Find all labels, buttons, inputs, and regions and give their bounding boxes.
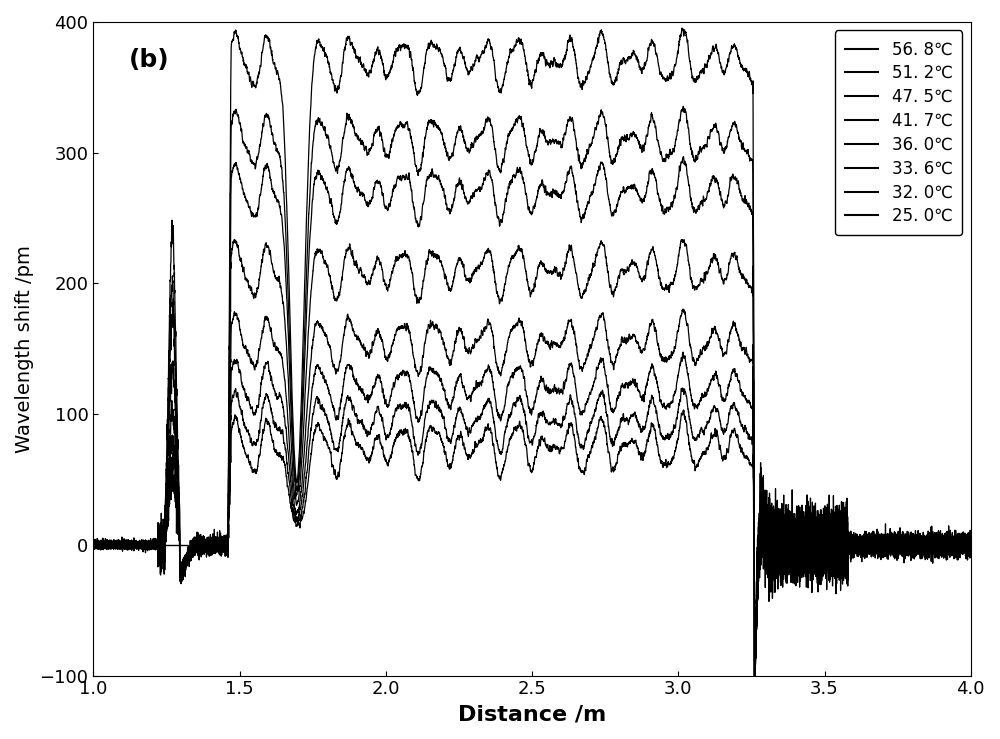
Legend: 56. 8℃, 51. 2℃, 47. 5℃, 41. 7℃, 36. 0℃, 33. 6℃, 32. 0℃, 25. 0℃: 56. 8℃, 51. 2℃, 47. 5℃, 41. 7℃, 36. 0℃, …	[835, 30, 962, 235]
X-axis label: Distance /m: Distance /m	[458, 704, 606, 724]
Text: (b): (b)	[129, 48, 169, 72]
Y-axis label: Wavelength shift /pm: Wavelength shift /pm	[15, 245, 34, 453]
